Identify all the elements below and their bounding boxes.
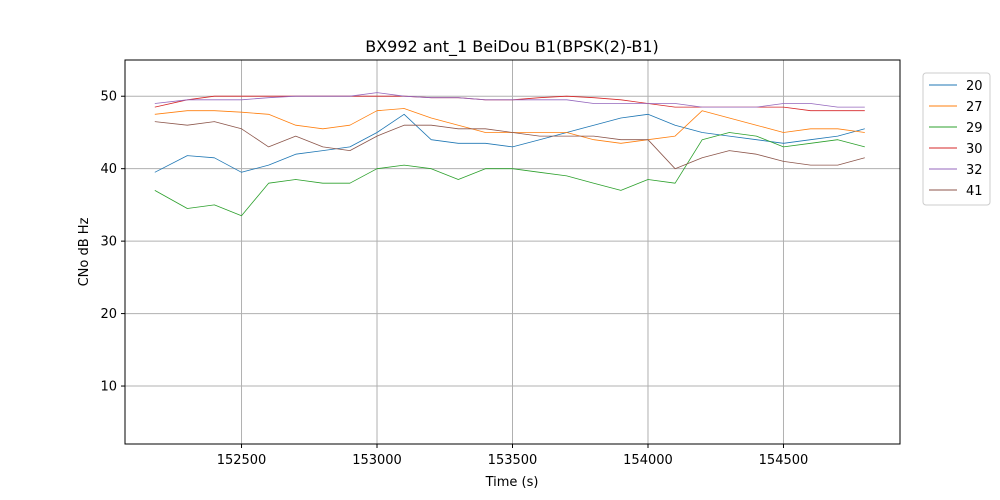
x-tick-label: 154000	[623, 453, 673, 468]
series-lines	[154, 92, 865, 217]
x-tick-label: 153000	[352, 453, 402, 468]
y-tick-label: 30	[100, 235, 117, 250]
x-tick-label: 153500	[488, 453, 538, 468]
grid-lines	[125, 60, 900, 444]
legend-label-27: 27	[966, 100, 983, 115]
y-tick-label: 10	[100, 380, 117, 395]
series-line-20	[154, 113, 865, 173]
series-line-29	[154, 132, 865, 217]
x-tick-label: 154500	[759, 453, 809, 468]
legend: 20 27 29 30 32 41	[922, 72, 991, 206]
x-axis-label: Time (s)	[485, 475, 539, 490]
y-tick-label: 20	[100, 307, 117, 322]
series-line-32	[154, 92, 865, 108]
legend-label-29: 29	[966, 121, 983, 136]
legend-label-32: 32	[966, 163, 983, 178]
series-line-41	[154, 121, 865, 170]
y-axis-label: CNo dB Hz	[77, 217, 92, 286]
x-tick-label: 152500	[217, 453, 267, 468]
y-tick-label: 50	[100, 90, 117, 105]
y-tick-label: 40	[100, 162, 117, 177]
legend-label-30: 30	[966, 142, 983, 157]
axis-ticks: 152500 153000 153500 154000 154500 10 20 30 40 50	[100, 90, 808, 468]
chart-title: BX992 ant_1 BeiDou B1(BPSK(2)-B1)	[365, 37, 659, 57]
legend-label-41: 41	[966, 184, 983, 199]
legend-label-20: 20	[966, 79, 983, 94]
